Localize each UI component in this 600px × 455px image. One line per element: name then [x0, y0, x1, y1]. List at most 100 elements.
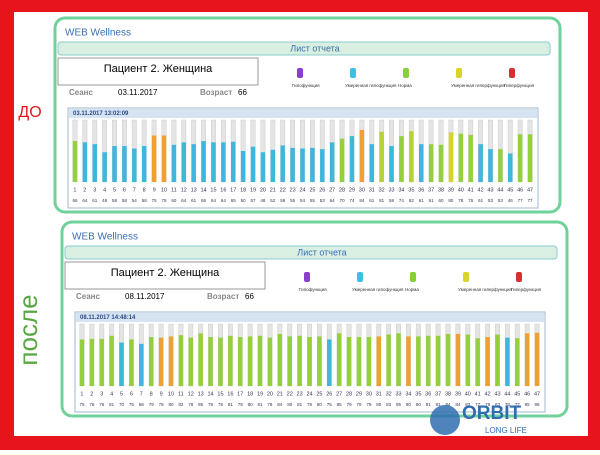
bar: [198, 333, 203, 386]
bar: [515, 338, 520, 386]
side-label-before: ДО: [18, 104, 41, 121]
bar: [290, 147, 295, 182]
x-tick-label: 28: [339, 187, 345, 193]
bar: [478, 144, 483, 182]
value-label: 81: [297, 402, 303, 407]
value-label: 83: [495, 402, 501, 407]
x-tick-label: 15: [217, 391, 223, 397]
bar: [498, 149, 503, 182]
bar: [534, 332, 540, 386]
value-label: 55: [290, 198, 296, 203]
bar: [201, 141, 206, 182]
value-label: 79: [208, 402, 214, 407]
bar: [458, 133, 464, 182]
bar: [485, 337, 490, 386]
value-label: 83: [386, 402, 392, 407]
value-label: 79: [149, 402, 155, 407]
value-label: 50: [241, 198, 247, 203]
value-label: 80: [317, 402, 323, 407]
value-label: 82: [178, 402, 184, 407]
value-label: 48: [260, 198, 266, 203]
x-tick-label: 30: [359, 187, 365, 193]
x-tick-label: 13: [198, 391, 204, 397]
x-tick-label: 25: [309, 187, 315, 193]
value-label: 80: [168, 402, 174, 407]
x-tick-label: 9: [153, 187, 156, 193]
value-label: 58: [122, 198, 128, 203]
chart-header: [69, 109, 537, 118]
value-label: 52: [270, 198, 276, 203]
value-label: 70: [340, 198, 346, 203]
value-label: 80: [248, 402, 254, 407]
x-tick-label: 45: [514, 391, 520, 397]
value-label: 85: [337, 402, 343, 407]
bar: [267, 337, 273, 386]
value-label: 77: [475, 402, 481, 407]
legend-label: Норма: [398, 83, 412, 88]
x-tick-label: 17: [237, 391, 243, 397]
session-label: Сеанс: [76, 292, 101, 301]
value-label: 61: [92, 198, 98, 203]
bar: [122, 146, 127, 182]
bar: [495, 334, 500, 386]
bar: [418, 144, 424, 182]
bar: [89, 338, 95, 386]
value-label: 64: [330, 198, 336, 203]
x-tick-label: 16: [220, 187, 226, 193]
bar: [508, 153, 513, 182]
x-tick-label: 44: [504, 391, 510, 397]
x-tick-label: 10: [161, 187, 167, 193]
value-label: 75: [161, 198, 167, 203]
bar: [527, 134, 533, 182]
value-label: 80: [406, 402, 412, 407]
x-tick-label: 35: [415, 391, 421, 397]
bar: [208, 337, 213, 386]
value-label: 78: [505, 402, 511, 407]
report-title: Лист отчета: [290, 43, 339, 53]
legend-label: Гипофункция: [299, 287, 327, 292]
bar: [475, 338, 480, 386]
value-label: 81: [379, 198, 385, 203]
legend-label: Умеренная гиперфункция: [451, 83, 505, 88]
x-tick-label: 38: [445, 391, 451, 397]
bar: [317, 336, 322, 386]
x-tick-label: 19: [257, 391, 263, 397]
bar: [72, 141, 78, 182]
value-label: 61: [369, 198, 375, 203]
bar: [369, 144, 374, 182]
bar: [346, 337, 352, 386]
x-tick-label: 15: [210, 187, 216, 193]
x-tick-label: 35: [408, 187, 414, 193]
x-tick-label: 27: [329, 187, 335, 193]
age: 66: [245, 292, 254, 301]
x-tick-label: 21: [270, 187, 276, 193]
bar: [435, 335, 441, 386]
x-tick-label: 4: [110, 391, 113, 397]
value-label: 79: [366, 402, 372, 407]
value-label: 75: [152, 198, 158, 203]
legend-label: Норма: [405, 287, 419, 292]
age: 66: [238, 88, 247, 97]
value-label: 61: [478, 198, 484, 203]
value-label: 77: [528, 198, 534, 203]
x-tick-label: 1: [80, 391, 83, 397]
value-label: 55: [310, 198, 316, 203]
x-tick-label: 33: [395, 391, 401, 397]
bar: [366, 337, 372, 386]
patient-box: [57, 57, 259, 86]
legend-swatch: [509, 68, 515, 78]
x-tick-label: 23: [290, 187, 296, 193]
value-label: 58: [112, 198, 118, 203]
x-tick-label: 22: [280, 187, 286, 193]
x-tick-label: 23: [297, 391, 303, 397]
value-label: 79: [238, 402, 244, 407]
bar: [336, 333, 342, 386]
logo-mark: [430, 405, 460, 435]
bar: [386, 334, 391, 386]
bar: [425, 335, 431, 386]
age-label: Возраст: [200, 88, 232, 97]
value-label: 54: [132, 198, 138, 203]
x-tick-label: 29: [349, 187, 355, 193]
x-tick-label: 47: [527, 187, 533, 193]
bar: [359, 129, 365, 182]
